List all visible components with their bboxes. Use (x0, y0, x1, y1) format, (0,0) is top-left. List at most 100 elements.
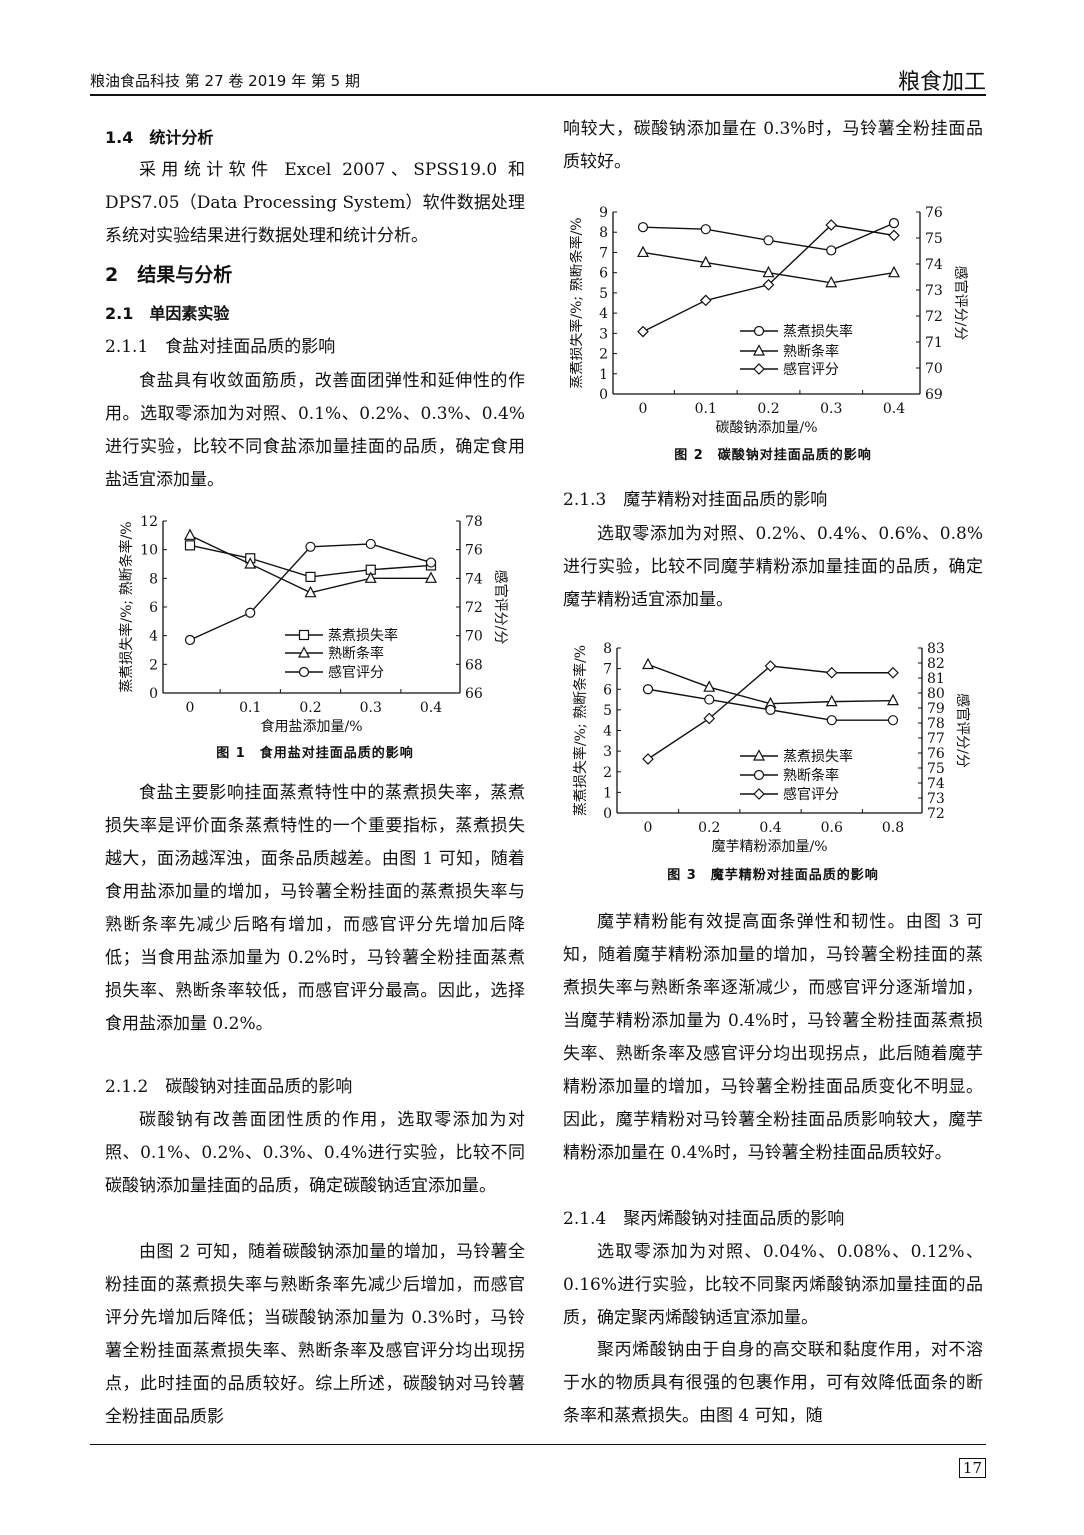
data-point-1-1 (699, 255, 712, 268)
data-point-0-2 (763, 235, 774, 246)
heading-2-1-1: 2.1.1 食盐对挂面品质的影响 (105, 337, 336, 357)
heading-2-1: 2.1 单因素实验 (105, 304, 230, 323)
data-point-0-1 (703, 680, 716, 692)
y-tick-label-right: 71 (925, 335, 943, 351)
y-tick-label-left: 4 (599, 306, 608, 322)
data-point-2-1 (699, 294, 712, 307)
figure-2-caption: 图 2 碳酸钠对挂面品质的影响 (674, 448, 872, 463)
y-tick-label-left: 4 (603, 724, 612, 740)
y-tick-label-left: 6 (603, 682, 612, 698)
x-tick-label: 0.1 (695, 401, 717, 417)
data-point-2-2 (764, 660, 777, 672)
y-tick-label-right: 74 (927, 776, 945, 792)
legend-label-1: 熟断条率 (783, 767, 839, 784)
y-tick-label-left: 4 (149, 629, 158, 645)
x-tick-label: 0.2 (299, 700, 321, 716)
y-axis-label-left: 蒸煮损失率/%; 熟断条率/% (570, 217, 585, 388)
y-axis-label-left: 蒸煮损失率/%; 熟断条率/% (572, 645, 589, 816)
heading-1-4: 1.4 统计分析 (105, 128, 214, 147)
y-tick-label-right: 76 (465, 543, 483, 559)
y-tick-label-right: 76 (927, 746, 945, 762)
paragraph-salt-intro: 食盐具有收敛面筋质，改善面团弹性和延伸性的作用。选取零添加为对照、0.1%、0.… (105, 371, 525, 490)
data-point-1-1 (244, 557, 257, 569)
x-tick-label: 0.4 (883, 401, 905, 417)
data-point-0-4 (887, 693, 899, 706)
y-axis-label-right: 感官评分/分 (952, 266, 969, 341)
y-tick-label-right: 70 (925, 361, 943, 377)
page-number: 17 (958, 1458, 986, 1478)
legend-label-2: 感官评分 (783, 786, 839, 803)
x-tick-label: 0.2 (698, 820, 720, 836)
y-tick-label-left: 6 (149, 600, 158, 616)
paragraph-soda-continued: 响较大，碳酸钠添加量在 0.3%时，马铃薯全粉挂面品质较好。 (563, 119, 983, 172)
x-tick-label: 0.6 (821, 820, 843, 836)
data-point-2-0 (642, 753, 654, 765)
y-tick-label-right: 78 (465, 514, 483, 530)
y-tick-label-left: 8 (149, 571, 158, 587)
legend-marker-2 (753, 788, 765, 800)
data-point-0-4 (888, 218, 900, 229)
data-point-2-2 (305, 541, 316, 552)
data-point-2-3 (825, 666, 838, 679)
y-tick-label-left: 3 (603, 744, 612, 760)
data-point-1-4 (425, 571, 437, 583)
x-tick-label: 0 (639, 401, 648, 417)
data-point-0-2 (305, 571, 316, 583)
x-tick-label: 0 (186, 700, 195, 716)
y-tick-label-right: 79 (927, 701, 945, 717)
paragraph-konjac-intro: 选取零添加为对照、0.2%、0.4%、0.6%、0.8%进行实验，比较不同魔芋精… (563, 524, 983, 610)
x-tick-label: 0.8 (882, 820, 904, 836)
data-point-2-1 (703, 712, 716, 725)
data-point-0-3 (825, 694, 838, 707)
data-point-1-3 (364, 571, 377, 583)
legend-label-2: 感官评分 (783, 361, 839, 378)
paragraph-soda-result: 由图 2 可知，随着碳酸钠添加量的增加，马铃薯全粉挂面的蒸煮损失率与熟断条率先减… (105, 1242, 525, 1427)
data-point-0-0 (637, 222, 649, 233)
data-point-1-1 (704, 694, 715, 705)
data-point-2-0 (184, 634, 196, 646)
y-tick-label-left: 7 (599, 245, 608, 261)
y-tick-label-left: 0 (149, 686, 158, 702)
data-point-1-3 (826, 715, 837, 726)
x-tick-label: 0.2 (757, 401, 779, 417)
paragraph-soda-intro: 碳酸钠有改善面团性质的作用，选取零添加为对照、0.1%、0.2%、0.3%、0.… (105, 1110, 525, 1196)
data-point-0-3 (826, 245, 837, 256)
y-tick-label-left: 1 (603, 785, 612, 801)
y-tick-label-right: 76 (925, 205, 943, 221)
heading-2: 2 结果与分析 (105, 264, 233, 286)
journal-header: 粮油食品科技 第 27 卷 2019 年 第 5 期 (90, 72, 360, 90)
y-tick-label-left: 1 (599, 367, 608, 383)
y-tick-label-right: 75 (925, 231, 943, 247)
y-tick-label-right: 75 (927, 761, 945, 777)
y-tick-label-right: 77 (927, 731, 945, 747)
figure-2-chart: 0 1 2 3 4 5 6 7 8 9 69 70 71 72 73 74 75 76 0 0.1 0.2 0.3 0.4 碳… (570, 205, 969, 435)
data-point-1-4 (887, 715, 899, 726)
legend-marker-1 (298, 646, 310, 658)
figure-3-caption: 图 3 魔芋精粉对挂面品质的影响 (667, 868, 879, 883)
legend-marker-0 (298, 629, 310, 641)
x-tick-label: 0 (644, 820, 653, 836)
data-point-2-3 (365, 538, 376, 550)
y-axis-label-right: 感官评分/分 (492, 570, 509, 645)
y-tick-label-left: 9 (599, 205, 608, 221)
x-tick-label: 0.4 (759, 820, 781, 836)
data-point-2-2 (762, 278, 775, 291)
y-tick-label-left: 0 (599, 387, 608, 403)
legend-label-0: 蒸煮损失率 (328, 627, 398, 644)
paragraph-spa-result: 聚丙烯酸钠由于自身的高交联和黏度作用，对不溶于水的物质具有很强的包裹作用，可有效… (563, 1340, 983, 1426)
data-point-2-4 (887, 666, 899, 679)
y-axis-label-left: 蒸煮损失率/%; 熟断条率/% (118, 521, 135, 692)
y-tick-label-right: 78 (927, 716, 945, 732)
x-tick-label: 0.3 (360, 700, 382, 716)
paragraph-stats: 采用统计软件 Excel 2007、SPSS19.0 和 DPS7.05（Dat… (105, 160, 525, 246)
legend-marker-0 (753, 325, 765, 337)
data-point-1-3 (825, 275, 838, 288)
x-tick-label: 0.1 (239, 700, 261, 716)
legend-marker-2 (298, 666, 310, 678)
heading-2-1-2: 2.1.2 碳酸钠对挂面品质的影响 (105, 1077, 353, 1097)
x-tick-label: 0.4 (420, 700, 442, 716)
y-tick-label-left: 5 (599, 286, 608, 302)
legend-label-0: 蒸煮损失率 (783, 748, 853, 765)
y-tick-label-left: 8 (603, 641, 612, 657)
